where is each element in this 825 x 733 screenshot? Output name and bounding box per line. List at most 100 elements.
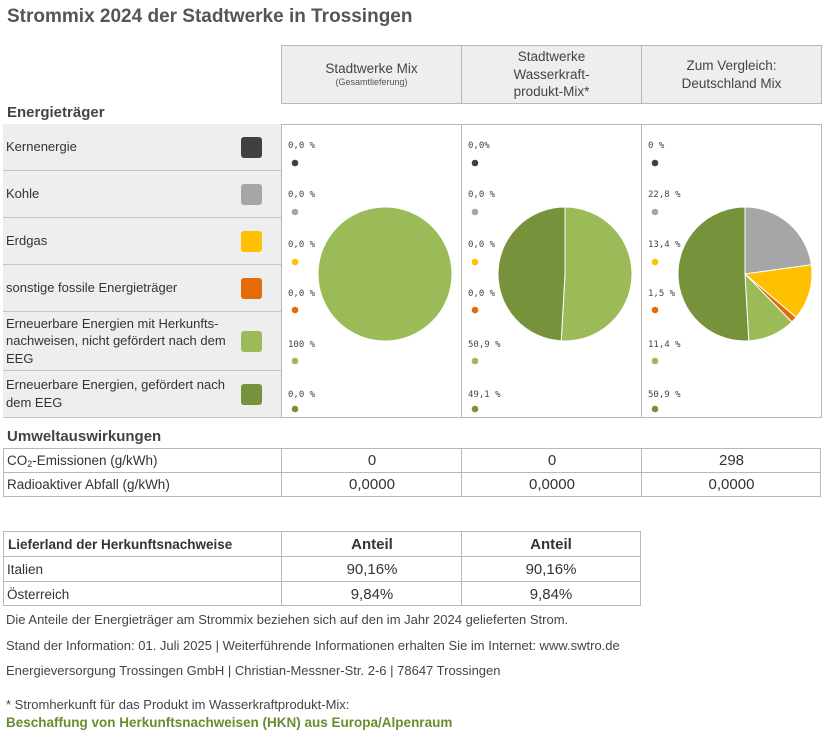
table-cell: 0 bbox=[281, 449, 462, 472]
section-heading-umweltauswirkungen: Umweltauswirkungen bbox=[7, 428, 162, 445]
data-label: 0,0 % bbox=[468, 289, 496, 299]
table-row-radioactive-waste: Radioaktiver Abfall (g/kWh) 0,0000 0,000… bbox=[3, 472, 821, 497]
footnote-highlight: Beschaffung von Herkunftsnachweisen (HKN… bbox=[6, 715, 453, 730]
data-label: 0 % bbox=[648, 141, 665, 151]
footer-address: Energieversorgung Trossingen GmbH | Chri… bbox=[6, 663, 501, 678]
table-row: Österreich 9,84% 9,84% bbox=[4, 582, 640, 606]
table-cell: 90,16% bbox=[461, 557, 640, 581]
data-label: 13,4 % bbox=[648, 240, 681, 250]
pie-chart-deutschland-mix: 0 % 22,8 % 13,4 % 1,5 % 11,4 % 50,9 % bbox=[648, 141, 813, 413]
data-label-marker bbox=[291, 208, 299, 216]
legend-item: Kernenergie bbox=[3, 124, 281, 171]
section-heading-energietraeger: Energieträger bbox=[7, 104, 105, 121]
page-title: Strommix 2024 der Stadtwerke in Trossing… bbox=[7, 6, 413, 27]
pie-slice bbox=[743, 264, 813, 319]
data-label-marker bbox=[471, 159, 479, 167]
legend-item: Kohle bbox=[3, 171, 281, 218]
data-label: 0,0 % bbox=[288, 240, 316, 250]
table-cell: 0,0000 bbox=[641, 473, 821, 496]
chart-box-deutschland-mix: 0 % 22,8 % 13,4 % 1,5 % 11,4 % 50,9 % bbox=[641, 124, 822, 418]
data-label-marker bbox=[471, 405, 479, 413]
origin-column-header: Anteil bbox=[461, 532, 640, 556]
table-cell: 298 bbox=[641, 449, 821, 472]
legend-color-swatch bbox=[241, 384, 262, 405]
legend-color-swatch bbox=[241, 184, 262, 205]
row-label-subscript: 2 bbox=[27, 458, 33, 469]
footer-note-basis: Die Anteile der Energieträger am Strommi… bbox=[6, 612, 569, 627]
row-label-text: CO bbox=[7, 453, 28, 468]
data-label-marker bbox=[651, 306, 659, 314]
origin-table-header-row: Lieferland der Herkunftsnachweise Anteil… bbox=[4, 532, 640, 557]
origin-column-header: Anteil bbox=[281, 532, 462, 556]
data-label: 0,0 % bbox=[468, 190, 496, 200]
data-label-marker bbox=[291, 159, 299, 167]
legend-item-label: sonstige fossile Energieträger bbox=[6, 280, 178, 296]
column-header-label: Zum Vergleich: Deutschland Mix bbox=[681, 57, 782, 91]
legend-item: Erdgas bbox=[3, 218, 281, 265]
row-label: CO 2 -Emissionen (g/kWh) bbox=[7, 449, 283, 472]
footer-info-link: Stand der Information: 01. Juli 2025 | W… bbox=[6, 638, 620, 653]
data-label: 50,9 % bbox=[468, 340, 501, 350]
country-label: Italien bbox=[7, 561, 44, 577]
data-label-marker bbox=[471, 357, 479, 365]
table-cell: 0,0000 bbox=[461, 473, 642, 496]
legend-color-swatch bbox=[241, 331, 262, 352]
column-header-stadtwerke-mix: Stadtwerke Mix (Gesamtlieferung) bbox=[281, 45, 462, 104]
data-label: 0,0 % bbox=[468, 240, 496, 250]
data-label: 49,1 % bbox=[468, 390, 501, 400]
data-label-marker bbox=[471, 306, 479, 314]
chart-box-wasserkraft-mix: 0,0% 0,0 % 0,0 % 0,0 % 50,9 % 49,1 % bbox=[461, 124, 642, 418]
data-label: 0,0 % bbox=[288, 289, 316, 299]
data-label: 0,0 % bbox=[288, 141, 316, 151]
pie-slice bbox=[560, 206, 633, 342]
table-cell: 0,0000 bbox=[281, 473, 462, 496]
pie-chart-stadtwerke-mix: 0,0 % 0,0 % 0,0 % 0,0 % 100 % 0,0 % bbox=[288, 141, 453, 413]
legend-color-swatch bbox=[241, 278, 262, 299]
data-label: 1,5 % bbox=[648, 289, 676, 299]
data-label: 100 % bbox=[288, 340, 316, 350]
row-label: Radioaktiver Abfall (g/kWh) bbox=[7, 477, 170, 492]
legend-item-label: Erdgas bbox=[6, 233, 48, 249]
data-label-marker bbox=[651, 159, 659, 167]
data-label-marker bbox=[651, 357, 659, 365]
data-label: 0,0% bbox=[468, 141, 490, 151]
legend-item-label: Erneuerbare Energien mit Herkunfts-nachw… bbox=[6, 315, 226, 366]
data-label-marker bbox=[651, 405, 659, 413]
data-label: 0,0 % bbox=[288, 390, 316, 400]
table-cell: 9,84% bbox=[281, 582, 462, 606]
pie-slice bbox=[317, 206, 453, 342]
table-cell: 0 bbox=[461, 449, 642, 472]
legend-item-label: Erneuerbare Energien, gefördert nach dem… bbox=[6, 377, 225, 410]
column-header-label: Stadtwerke Mix bbox=[325, 60, 418, 76]
pie-slice bbox=[744, 206, 812, 275]
legend-item: Erneuerbare Energien, gefördert nach dem… bbox=[3, 371, 281, 418]
column-header-sublabel: (Gesamtlieferung) bbox=[335, 77, 408, 88]
pie-slice bbox=[497, 206, 566, 342]
data-label: 50,9 % bbox=[648, 390, 681, 400]
data-label-marker bbox=[291, 258, 299, 266]
origin-table-header: Lieferland der Herkunftsnachweise bbox=[8, 536, 233, 552]
legend-item: sonstige fossile Energieträger bbox=[3, 265, 281, 312]
data-label-marker bbox=[651, 258, 659, 266]
row-label-text: -Emissionen (g/kWh) bbox=[32, 453, 158, 468]
table-row-co2: CO 2 -Emissionen (g/kWh) 0 0 298 bbox=[3, 448, 821, 473]
data-label: 0,0 % bbox=[288, 190, 316, 200]
legend-color-swatch bbox=[241, 231, 262, 252]
data-label-marker bbox=[471, 258, 479, 266]
column-header-label: Stadtwerke Wasserkraft-produkt-Mix* bbox=[513, 49, 590, 100]
data-label-marker bbox=[291, 405, 299, 413]
table-cell: 9,84% bbox=[461, 582, 640, 606]
legend-color-swatch bbox=[241, 137, 262, 158]
table-row: Italien 90,16% 90,16% bbox=[4, 557, 640, 582]
column-header-wasserkraft-mix: Stadtwerke Wasserkraft-produkt-Mix* bbox=[461, 45, 642, 104]
country-label: Österreich bbox=[7, 586, 70, 602]
origin-table: Lieferland der Herkunftsnachweise Anteil… bbox=[3, 531, 641, 606]
legend-item-label: Kohle bbox=[6, 186, 40, 202]
legend-item: Erneuerbare Energien mit Herkunfts-nachw… bbox=[3, 312, 281, 371]
data-label: 22,8 % bbox=[648, 190, 681, 200]
column-header-deutschland-mix: Zum Vergleich: Deutschland Mix bbox=[641, 45, 822, 104]
legend-item-label: Kernenergie bbox=[6, 139, 77, 155]
data-label-marker bbox=[291, 357, 299, 365]
pie-chart-wasserkraft-mix: 0,0% 0,0 % 0,0 % 0,0 % 50,9 % 49,1 % bbox=[468, 141, 633, 413]
footnote: * Stromherkunft für das Produkt im Wasse… bbox=[6, 697, 350, 712]
